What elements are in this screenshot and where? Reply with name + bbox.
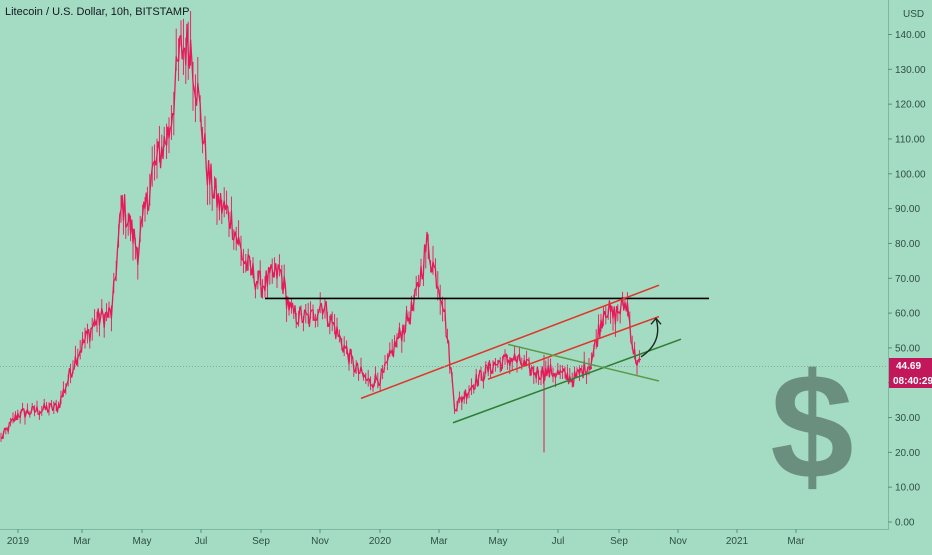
- time-tick-label: May: [133, 536, 152, 547]
- price-series: [0, 11, 642, 453]
- bar-countdown: 08:40:29: [893, 376, 932, 387]
- time-tick-label: Mar: [73, 536, 91, 547]
- price-tick-label: 20.00: [895, 448, 920, 459]
- last-price-tag-bg: [889, 358, 932, 373]
- price-tick-label: 50.00: [895, 343, 920, 354]
- dollar-sign-icon: $: [770, 342, 853, 510]
- time-tick-label: Sep: [610, 536, 628, 547]
- time-tick-label: Nov: [669, 536, 687, 547]
- time-tick-label: Jul: [552, 536, 565, 547]
- price-tick-label: 0.00: [895, 518, 915, 529]
- time-tick-label: 2019: [7, 536, 30, 547]
- time-tick-label: 2020: [369, 536, 392, 547]
- time-tick-label: Nov: [311, 536, 329, 547]
- projection-arrow[interactable]: [640, 318, 659, 358]
- time-tick-label: 2021: [726, 536, 749, 547]
- channel-upper-line[interactable]: [360, 284, 660, 400]
- price-tick-label: 30.00: [895, 413, 920, 424]
- price-tick-label: 110.00: [895, 134, 925, 145]
- price-tick-label: 60.00: [895, 309, 920, 320]
- price-tick-label: 120.00: [895, 100, 926, 111]
- support-trend-line[interactable]: [452, 338, 682, 424]
- channel-lower-line[interactable]: [487, 315, 660, 380]
- time-tick-label: Mar: [430, 536, 448, 547]
- price-tick-label: 130.00: [895, 65, 926, 76]
- price-tick-label: 90.00: [895, 204, 920, 215]
- time-tick-label: May: [489, 536, 508, 547]
- time-tick-label: Jul: [195, 536, 208, 547]
- price-tick-label: 10.00: [895, 483, 920, 494]
- price-tick-label: 100.00: [895, 169, 926, 180]
- time-tick-label: Mar: [787, 536, 805, 547]
- last-price-tag: 44.69 08:40:29: [889, 358, 932, 388]
- countdown-tag-bg: [889, 373, 932, 388]
- price-tick-label: 140.00: [895, 30, 926, 41]
- time-tick-label: Sep: [252, 536, 270, 547]
- price-tick-label: 70.00: [895, 274, 920, 285]
- price-line: [0, 23, 642, 440]
- symbol-title: Litecoin / U.S. Dollar, 10h, BITSTAMP: [5, 6, 189, 18]
- currency-label: USD: [903, 9, 924, 20]
- drawing-layer[interactable]: [265, 284, 709, 424]
- price-tick-label: 80.00: [895, 239, 920, 250]
- triangle-line[interactable]: [507, 343, 660, 382]
- last-price-value: 44.69: [896, 361, 921, 372]
- price-axis[interactable]: 0.0010.0020.0030.0040.0050.0060.0070.008…: [888, 30, 926, 529]
- projection-arrowhead: [650, 317, 662, 325]
- time-axis[interactable]: 2019 Mar May Jul Sep Nov 2020 Mar May Jul Sep Nov 20…: [7, 529, 805, 547]
